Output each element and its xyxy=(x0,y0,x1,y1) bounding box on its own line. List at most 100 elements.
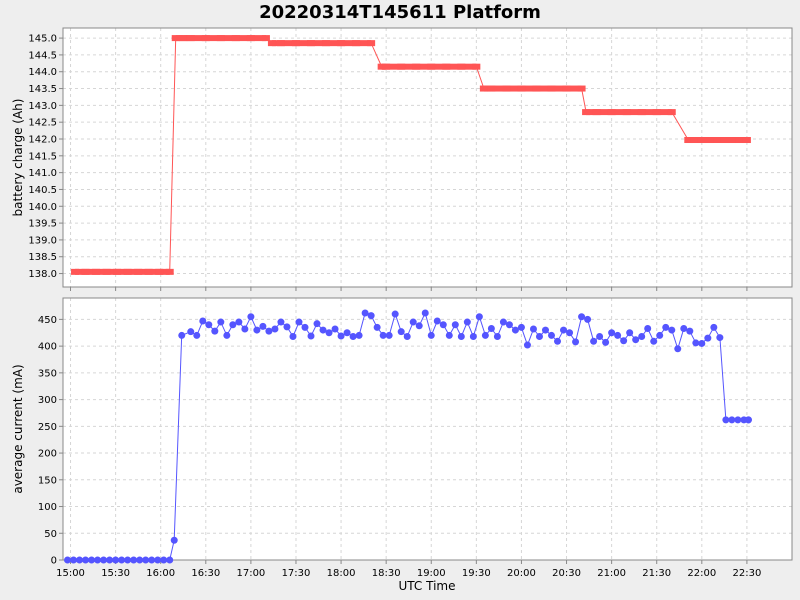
data-point xyxy=(397,328,405,336)
data-point xyxy=(276,40,285,47)
data-point xyxy=(457,63,466,70)
y-tick-label: 140.0 xyxy=(28,202,57,213)
data-point xyxy=(582,109,591,116)
y-tick-label: 140.5 xyxy=(28,185,57,196)
y-tick-label: 100 xyxy=(38,502,57,513)
data-point xyxy=(499,318,507,326)
data-point xyxy=(76,556,84,564)
data-point xyxy=(637,109,646,116)
data-point xyxy=(277,318,285,326)
data-point xyxy=(283,323,291,331)
data-point xyxy=(607,109,616,116)
data-point xyxy=(313,320,321,328)
y-tick-label: 141.0 xyxy=(28,168,57,179)
data-point xyxy=(259,322,267,330)
y-tick-label: 200 xyxy=(38,449,57,460)
y-tick-label: 143.0 xyxy=(28,101,57,112)
data-point xyxy=(644,324,652,332)
data-point xyxy=(261,35,270,42)
data-point xyxy=(331,325,339,333)
data-point xyxy=(479,85,488,92)
data-point xyxy=(626,329,634,337)
x-tick-label: 17:00 xyxy=(236,568,265,579)
data-point xyxy=(349,332,357,340)
data-point xyxy=(379,331,387,339)
data-point xyxy=(697,137,706,144)
x-axis-label: UTC Time xyxy=(399,579,456,593)
data-point xyxy=(235,318,243,326)
data-point xyxy=(652,109,661,116)
chart-title: 20220314T145611 Platform xyxy=(259,2,541,23)
data-point xyxy=(118,556,126,564)
data-point xyxy=(475,313,483,321)
data-point xyxy=(735,137,744,144)
data-point xyxy=(166,556,174,564)
data-point xyxy=(217,318,225,326)
data-point xyxy=(590,337,598,345)
data-point xyxy=(566,329,574,337)
data-point xyxy=(201,35,210,42)
data-point xyxy=(662,323,670,331)
data-point xyxy=(178,331,186,339)
data-point xyxy=(560,326,568,334)
data-point xyxy=(728,416,736,424)
x-tick-label: 18:30 xyxy=(372,568,401,579)
data-point xyxy=(325,329,333,337)
data-point xyxy=(155,268,164,275)
data-point xyxy=(241,325,249,333)
data-point xyxy=(148,556,156,564)
data-point xyxy=(377,63,386,70)
data-point xyxy=(144,268,153,275)
data-point xyxy=(415,322,423,330)
battery-charge-panel: 138.0 138.5 139.0 139.5 140.0 140.5 141.0 141.5… xyxy=(11,27,793,291)
data-point xyxy=(397,63,406,70)
y-tick-label: 144.5 xyxy=(28,50,57,61)
data-point xyxy=(70,556,78,564)
data-point xyxy=(231,35,240,42)
data-point xyxy=(602,338,610,346)
x-tick-label: 15:00 xyxy=(56,568,85,579)
data-point xyxy=(307,40,316,47)
data-point xyxy=(463,318,471,326)
y-tick-label: 50 xyxy=(44,529,57,540)
data-point xyxy=(355,331,363,339)
data-point xyxy=(216,35,225,42)
y-axis-label: battery charge (Ah) xyxy=(11,99,25,217)
data-point xyxy=(572,338,580,346)
data-point xyxy=(680,324,688,332)
data-point xyxy=(469,332,477,340)
data-point xyxy=(684,137,693,144)
data-point xyxy=(650,337,658,345)
data-point xyxy=(205,321,213,329)
data-point xyxy=(692,339,700,347)
data-point xyxy=(517,85,526,92)
data-point xyxy=(529,325,537,333)
data-point xyxy=(690,137,699,144)
data-point xyxy=(113,268,122,275)
data-point xyxy=(187,328,195,336)
data-point xyxy=(81,268,90,275)
data-point xyxy=(409,318,417,326)
data-point xyxy=(142,556,150,564)
data-point xyxy=(578,313,586,321)
data-point xyxy=(229,321,237,329)
data-point xyxy=(451,321,459,329)
data-point xyxy=(289,332,297,340)
data-point xyxy=(403,332,411,340)
data-point xyxy=(493,332,501,340)
data-point xyxy=(622,109,631,116)
data-point xyxy=(373,323,381,331)
data-point xyxy=(412,63,421,70)
data-point xyxy=(584,315,592,323)
y-tick-label: 400 xyxy=(38,342,57,353)
data-point xyxy=(322,40,331,47)
data-point xyxy=(253,326,261,334)
data-point xyxy=(64,556,72,564)
data-point xyxy=(439,321,447,329)
data-point xyxy=(620,337,628,345)
data-point xyxy=(541,326,549,334)
data-point xyxy=(291,40,300,47)
data-point xyxy=(171,35,180,42)
data-point xyxy=(223,331,231,339)
